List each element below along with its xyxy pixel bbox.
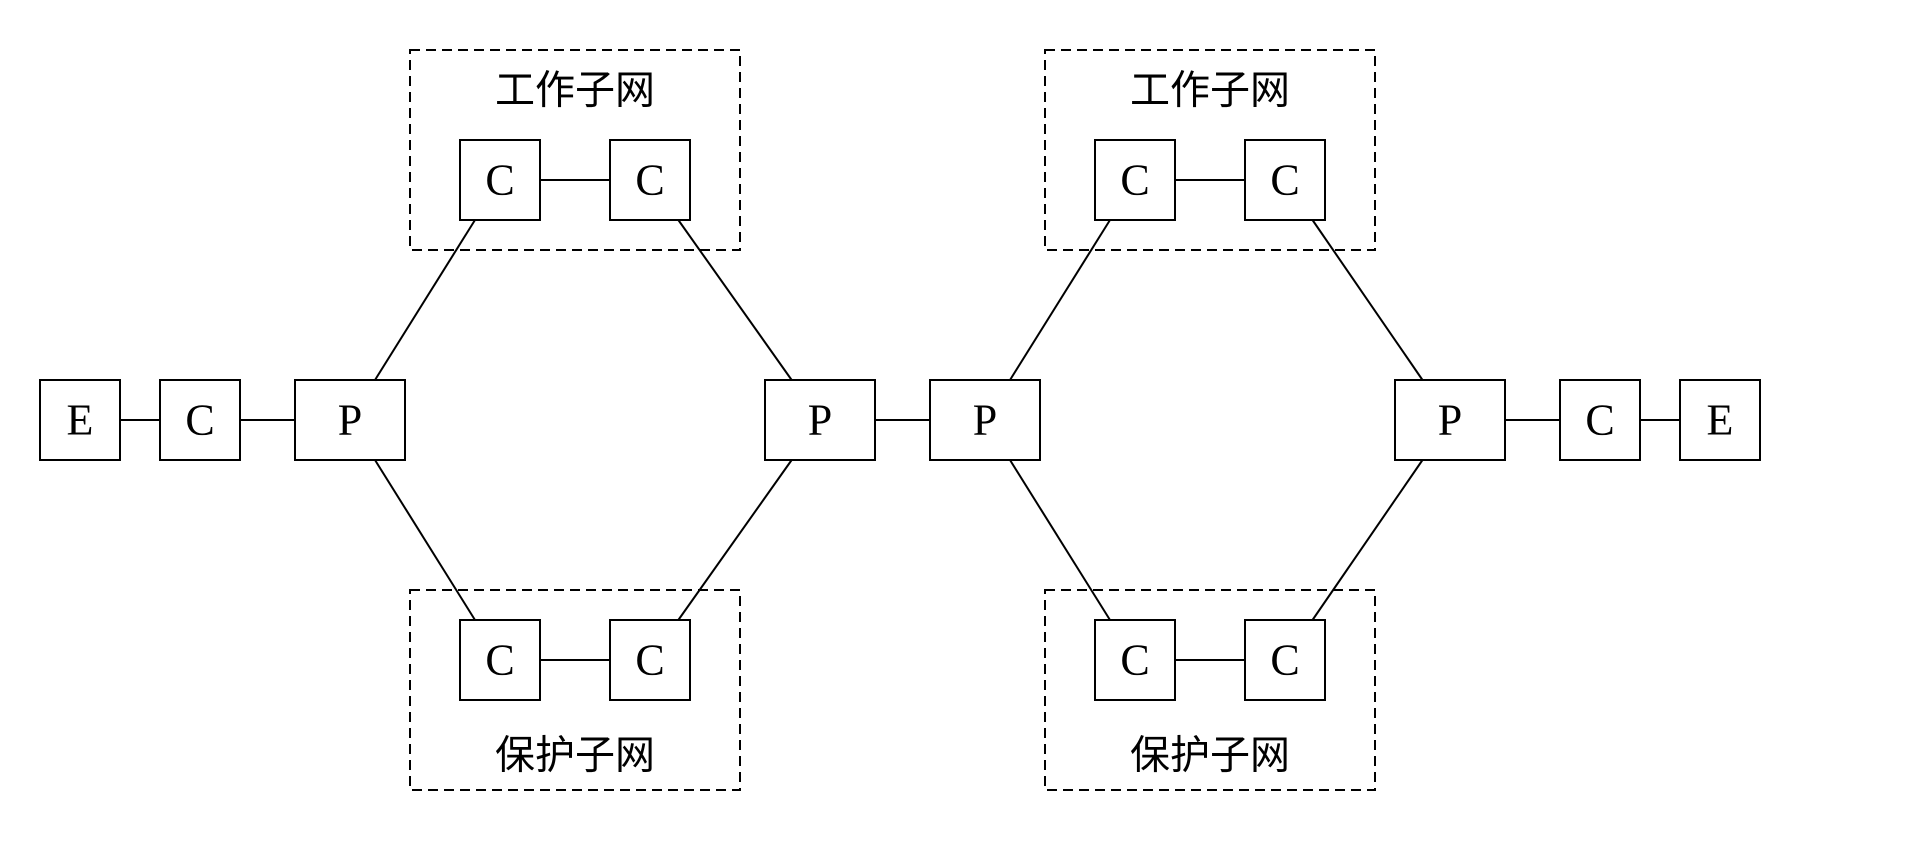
edge-P1-C2 xyxy=(375,220,475,380)
node-label-C5: C xyxy=(635,636,664,685)
node-label-P1: P xyxy=(338,396,362,445)
subnet-label-ws1: 工作子网 xyxy=(495,68,655,113)
node-P1: P xyxy=(295,380,405,460)
node-C4: C xyxy=(460,620,540,700)
node-C10: C xyxy=(1560,380,1640,460)
node-label-C10: C xyxy=(1585,396,1614,445)
node-P3: P xyxy=(930,380,1040,460)
node-label-C9: C xyxy=(1270,636,1299,685)
edge-C3-P2 xyxy=(678,220,791,380)
node-label-C4: C xyxy=(485,636,514,685)
edge-C7-P4 xyxy=(1313,220,1423,380)
node-E1: E xyxy=(40,380,120,460)
node-C8: C xyxy=(1095,620,1175,700)
node-C5: C xyxy=(610,620,690,700)
edge-C9-P4 xyxy=(1313,460,1423,620)
node-label-P2: P xyxy=(808,396,832,445)
node-C2: C xyxy=(460,140,540,220)
node-label-E1: E xyxy=(67,396,94,445)
network-diagram: 工作子网保护子网 工作子网保护子网 E C P C C C C P P C C C C P C E xyxy=(20,20,1923,821)
edge-P3-C6 xyxy=(1010,220,1110,380)
node-label-C3: C xyxy=(635,156,664,205)
node-label-P3: P xyxy=(973,396,997,445)
node-C6: C xyxy=(1095,140,1175,220)
node-C9: C xyxy=(1245,620,1325,700)
edge-C5-P2 xyxy=(678,460,791,620)
node-label-E2: E xyxy=(1707,396,1734,445)
node-label-C7: C xyxy=(1270,156,1299,205)
node-E2: E xyxy=(1680,380,1760,460)
subnet-label-ps1: 保护子网 xyxy=(495,733,655,778)
node-C3: C xyxy=(610,140,690,220)
node-P2: P xyxy=(765,380,875,460)
edge-P3-C8 xyxy=(1010,460,1110,620)
subnet-label-ps2: 保护子网 xyxy=(1130,733,1290,778)
node-label-C6: C xyxy=(1120,156,1149,205)
node-label-C1: C xyxy=(185,396,214,445)
node-label-P4: P xyxy=(1438,396,1462,445)
node-C1: C xyxy=(160,380,240,460)
node-P4: P xyxy=(1395,380,1505,460)
node-label-C2: C xyxy=(485,156,514,205)
node-C7: C xyxy=(1245,140,1325,220)
subnet-label-ws2: 工作子网 xyxy=(1130,68,1290,113)
node-label-C8: C xyxy=(1120,636,1149,685)
edge-P1-C4 xyxy=(375,460,475,620)
